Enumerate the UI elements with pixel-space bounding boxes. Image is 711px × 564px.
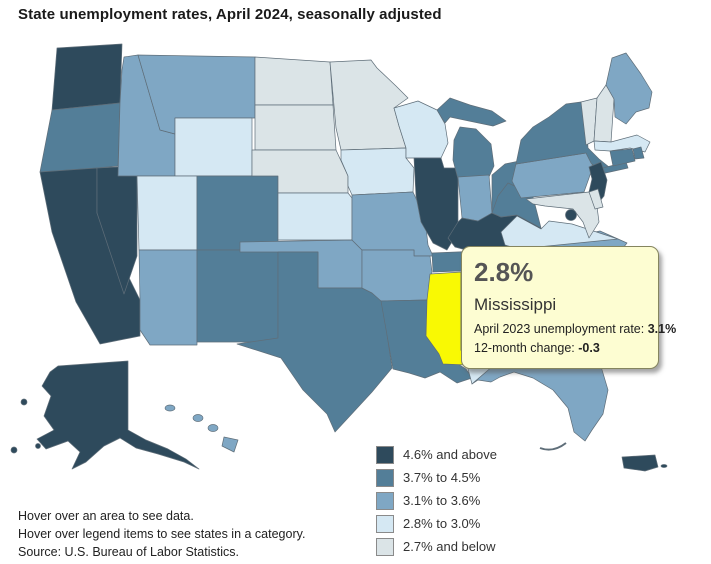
state-TX[interactable]	[236, 251, 393, 433]
legend-swatch[interactable]	[376, 468, 394, 487]
state-RI[interactable]	[632, 146, 645, 160]
legend-label: 2.7% and below	[403, 539, 496, 554]
legend-item-2-8-to-3-0-[interactable]: 2.8% to 3.0%	[376, 512, 497, 535]
tooltip-change-label: 12-month change:	[474, 340, 579, 355]
tooltip-prev-label: April 2023 unemployment rate:	[474, 322, 648, 336]
state-DC[interactable]	[565, 209, 577, 221]
state-MI-lower[interactable]	[452, 126, 495, 180]
legend-item-2-7-and-below[interactable]: 2.7% and below	[376, 535, 497, 558]
footer-hint-legend: Hover over legend items to see states in…	[18, 527, 306, 541]
alaska-island[interactable]	[35, 443, 41, 449]
state-NH[interactable]	[593, 84, 615, 143]
footer-notes: Hover over an area to see data. Hover ov…	[18, 507, 305, 561]
footer-hint-area: Hover over an area to see data.	[18, 509, 194, 523]
state-CO[interactable]	[196, 175, 279, 251]
state-CT[interactable]	[609, 148, 636, 167]
tooltip-change-line: 12-month change: -0.3	[474, 339, 646, 358]
state-tooltip: 2.8% Mississippi April 2023 unemployment…	[461, 246, 676, 369]
puerto-rico-islet[interactable]	[660, 464, 668, 468]
legend-label: 2.8% to 3.0%	[403, 516, 481, 531]
page-title: State unemployment rates, April 2024, se…	[18, 6, 442, 23]
state-ND[interactable]	[254, 56, 334, 106]
state-IA[interactable]	[340, 147, 415, 196]
state-NM[interactable]	[196, 249, 279, 343]
tooltip-state-name: Mississippi	[474, 295, 557, 314]
state-WA[interactable]	[51, 43, 123, 111]
map-legend: 4.6% and above 3.7% to 4.5% 3.1% to 3.6% 2.…	[376, 443, 497, 558]
hawaii-island[interactable]	[192, 414, 204, 422]
state-ME[interactable]	[605, 52, 653, 125]
state-WY[interactable]	[174, 117, 253, 177]
legend-swatch[interactable]	[376, 445, 394, 464]
state-SD[interactable]	[254, 104, 337, 151]
state-MA[interactable]	[593, 134, 651, 153]
legend-swatch[interactable]	[376, 491, 394, 510]
state-VA[interactable]	[500, 215, 619, 250]
state-PR[interactable]	[621, 454, 659, 472]
state-WI[interactable]	[393, 100, 449, 159]
state-OR[interactable]	[39, 102, 121, 173]
footer-source: Source: U.S. Bureau of Labor Statistics.	[18, 545, 239, 559]
tooltip-prev-line: April 2023 unemployment rate: 3.1%	[474, 320, 676, 339]
florida-keys[interactable]	[539, 442, 567, 451]
state-IN[interactable]	[457, 174, 493, 222]
alaska-island[interactable]	[20, 398, 28, 406]
state-UT[interactable]	[136, 175, 198, 251]
legend-swatch[interactable]	[376, 514, 394, 533]
legend-swatch[interactable]	[376, 537, 394, 556]
state-AZ[interactable]	[138, 249, 198, 346]
hawaii-big-island[interactable]	[221, 436, 239, 453]
tooltip-rate: 2.8%	[474, 257, 534, 287]
legend-label: 3.1% to 3.6%	[403, 493, 481, 508]
hawaii-island[interactable]	[164, 404, 176, 412]
state-MI-upper[interactable]	[436, 97, 507, 127]
state-DE[interactable]	[588, 188, 604, 210]
state-KS[interactable]	[277, 192, 353, 241]
hawaii-island[interactable]	[207, 424, 219, 432]
legend-item-3-7-to-4-5-[interactable]: 3.7% to 4.5%	[376, 466, 497, 489]
state-AR[interactable]	[361, 249, 433, 302]
state-MN[interactable]	[329, 59, 409, 151]
state-FL[interactable]	[471, 355, 609, 442]
legend-item-3-1-to-3-6-[interactable]: 3.1% to 3.6%	[376, 489, 497, 512]
tooltip-change-value: -0.3	[578, 340, 600, 355]
alaska-island[interactable]	[10, 446, 18, 454]
legend-label: 3.7% to 4.5%	[403, 470, 481, 485]
legend-label: 4.6% and above	[403, 447, 497, 462]
legend-item-4-6-and-above[interactable]: 4.6% and above	[376, 443, 497, 466]
state-AK[interactable]	[36, 360, 200, 470]
tooltip-prev-value: 3.1%	[647, 322, 677, 336]
